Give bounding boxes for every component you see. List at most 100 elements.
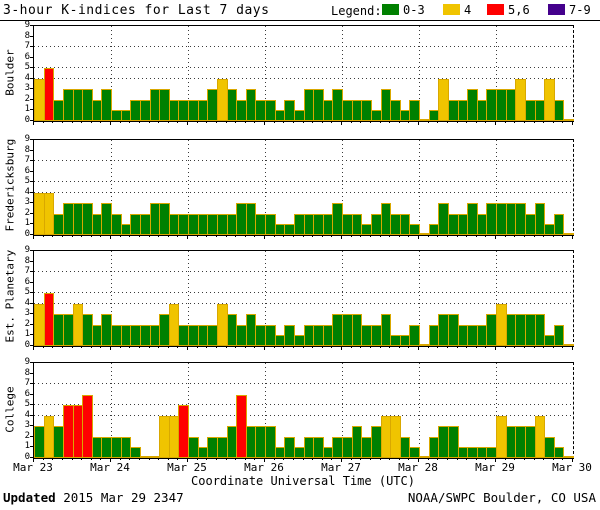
x-tick-3h: [42, 121, 44, 123]
y-tick-label: 8: [24, 255, 30, 266]
x-tick-3h: [52, 346, 54, 348]
x-tick-3h: [543, 121, 545, 123]
y-tick-label: 3: [24, 420, 30, 431]
x-tick-3h: [100, 458, 102, 460]
grid-hline-k7: [34, 46, 573, 48]
x-tick-3h: [562, 121, 564, 123]
x-tick-3h: [408, 346, 410, 348]
x-tick-3h: [283, 346, 285, 348]
grid-vline-day: [188, 26, 189, 121]
x-tick-3h: [138, 458, 140, 460]
grid-hline-k4: [34, 191, 573, 193]
y-tick: [30, 334, 33, 336]
y-tick: [30, 446, 33, 448]
x-tick-3h: [138, 121, 140, 123]
x-tick-3h: [523, 346, 525, 348]
grid-vline-day: [496, 251, 497, 346]
x-tick-day: [33, 235, 34, 239]
x-tick-3h: [360, 458, 362, 460]
kindex-bar: [534, 203, 546, 235]
y-tick: [30, 234, 33, 235]
x-tick-3h: [196, 346, 198, 348]
x-tick-3h: [312, 346, 314, 348]
grid-vline-day: [419, 140, 420, 235]
x-tick-3h: [119, 346, 121, 348]
x-tick-3h: [196, 235, 198, 237]
panel-college: [33, 362, 574, 459]
x-axis-title: Coordinate Universal Time (UTC): [191, 474, 415, 488]
x-tick-3h: [398, 346, 400, 348]
x-tick-3h: [177, 346, 179, 348]
y-tick-label: 2: [24, 93, 30, 104]
x-tick-3h: [514, 121, 516, 123]
x-tick-3h: [119, 458, 121, 460]
station-label: College: [3, 385, 17, 433]
y-tick-label: 7: [24, 266, 30, 277]
kindex-bar: [553, 325, 565, 346]
y-tick-label: 3: [24, 308, 30, 319]
legend-item-label: 7-9: [569, 3, 591, 17]
grid-hline-k4: [34, 414, 573, 416]
x-tick-3h: [321, 235, 323, 237]
x-tick-3h: [408, 235, 410, 237]
x-tick-3h: [225, 235, 227, 237]
grid-vline-day: [496, 140, 497, 235]
y-tick: [30, 435, 33, 437]
x-tick-3h: [215, 458, 217, 460]
x-tick-3h: [562, 235, 564, 237]
x-tick-3h: [292, 235, 294, 237]
x-tick-3h: [254, 346, 256, 348]
kindex-bar: [43, 68, 55, 121]
x-tick-3h: [302, 121, 304, 123]
kindex-bar: [553, 100, 565, 121]
kindex-bar: [563, 456, 574, 458]
x-tick-3h: [408, 121, 410, 123]
y-tick-label: 1: [24, 104, 30, 115]
x-tick-3h: [90, 235, 92, 237]
x-tick-day: [418, 235, 419, 239]
x-tick-day: [110, 121, 111, 125]
x-tick-3h: [514, 346, 516, 348]
x-tick-3h: [177, 458, 179, 460]
x-tick-3h: [456, 458, 458, 460]
x-axis-label: Mar 23: [13, 461, 53, 474]
grid-vline-day: [188, 251, 189, 346]
kindex-bar: [82, 395, 93, 458]
x-tick-3h: [167, 346, 169, 348]
x-tick-3h: [158, 458, 160, 460]
x-tick-3h: [398, 121, 400, 123]
x-tick-3h: [148, 235, 150, 237]
y-tick-label: 1: [24, 218, 30, 229]
x-tick-3h: [167, 121, 169, 123]
y-tick: [30, 292, 33, 294]
y-tick: [30, 425, 33, 427]
grid-hline-k5: [34, 181, 573, 183]
x-tick-3h: [360, 121, 362, 123]
y-tick-label: 5: [24, 176, 30, 187]
y-tick-label: 4: [24, 186, 30, 197]
x-tick-day: [572, 235, 573, 239]
y-tick: [30, 372, 33, 374]
x-tick-3h: [177, 235, 179, 237]
x-tick-3h: [552, 235, 554, 237]
x-tick-3h: [61, 458, 63, 460]
updated-text: Updated 2015 Mar 29 2347: [3, 490, 184, 505]
grid-vline-day: [188, 140, 189, 235]
x-tick-3h: [292, 121, 294, 123]
x-tick-3h: [283, 458, 285, 460]
grid-vline-day: [265, 363, 266, 458]
y-tick-label: 7: [24, 378, 30, 389]
x-tick-3h: [292, 458, 294, 460]
y-tick: [30, 362, 33, 363]
x-tick-3h: [369, 458, 371, 460]
y-tick: [30, 323, 33, 325]
x-tick-3h: [398, 235, 400, 237]
x-tick-3h: [129, 346, 131, 348]
station-label: Est. Planetary: [3, 249, 17, 342]
kindex-bar: [409, 224, 420, 235]
x-tick-3h: [552, 458, 554, 460]
grid-vline-day: [342, 251, 343, 346]
x-tick-3h: [379, 121, 381, 123]
y-tick-label: 0: [24, 115, 30, 125]
y-tick: [30, 212, 33, 214]
